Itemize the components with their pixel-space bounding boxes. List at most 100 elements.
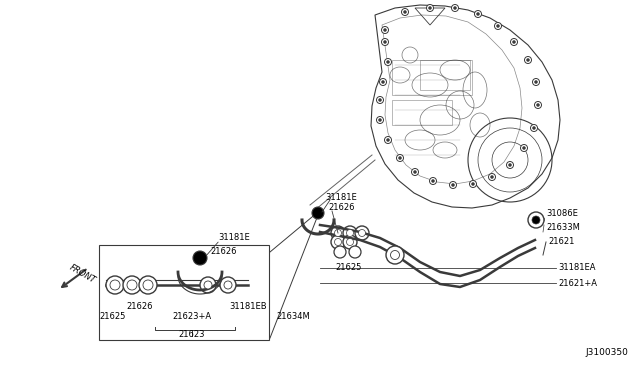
Circle shape [534, 80, 538, 83]
Text: 21623+A: 21623+A [172, 312, 212, 321]
Circle shape [449, 182, 456, 189]
Circle shape [497, 25, 499, 28]
Text: 21626: 21626 [328, 203, 355, 212]
Circle shape [390, 250, 399, 260]
Circle shape [385, 137, 392, 144]
Circle shape [403, 10, 406, 13]
Circle shape [331, 235, 345, 249]
Circle shape [488, 173, 495, 180]
Text: 21625: 21625 [100, 312, 126, 321]
Text: 21621+A: 21621+A [558, 279, 597, 288]
Circle shape [139, 276, 157, 294]
Circle shape [193, 251, 207, 265]
Text: 21633M: 21633M [546, 224, 580, 232]
Circle shape [220, 277, 236, 293]
Circle shape [386, 246, 404, 264]
Circle shape [490, 176, 493, 179]
Circle shape [387, 61, 390, 64]
Circle shape [381, 80, 385, 83]
Circle shape [532, 126, 536, 129]
Text: 31181EB: 31181EB [229, 302, 267, 311]
Circle shape [204, 281, 212, 289]
Circle shape [331, 226, 345, 240]
Circle shape [429, 177, 436, 185]
Bar [99, 245, 269, 340]
Circle shape [380, 78, 387, 86]
Circle shape [536, 103, 540, 106]
Circle shape [527, 58, 529, 61]
Circle shape [525, 57, 531, 64]
Circle shape [429, 6, 431, 10]
Text: 21634M: 21634M [276, 312, 310, 321]
Text: FRONT: FRONT [67, 263, 97, 285]
Circle shape [346, 230, 353, 237]
Circle shape [376, 116, 383, 124]
Bar [392, 100, 452, 125]
Circle shape [376, 96, 383, 103]
Circle shape [412, 169, 419, 176]
Text: 21625: 21625 [335, 263, 362, 273]
Text: J3100350: J3100350 [585, 348, 628, 357]
Circle shape [385, 58, 392, 65]
Circle shape [358, 230, 365, 237]
Circle shape [528, 212, 544, 228]
Circle shape [431, 180, 435, 183]
Circle shape [397, 154, 403, 161]
Circle shape [506, 161, 513, 169]
Text: 31181E: 31181E [325, 192, 356, 202]
Circle shape [224, 281, 232, 289]
Circle shape [343, 226, 357, 240]
Circle shape [312, 207, 324, 219]
Circle shape [381, 26, 388, 33]
Circle shape [383, 29, 387, 32]
Circle shape [200, 277, 216, 293]
Circle shape [123, 276, 141, 294]
Circle shape [387, 138, 390, 141]
Circle shape [334, 246, 346, 258]
Circle shape [522, 147, 525, 150]
Circle shape [110, 280, 120, 290]
Circle shape [413, 170, 417, 173]
Circle shape [401, 9, 408, 16]
Bar [392, 60, 472, 95]
Bar [420, 60, 470, 90]
Circle shape [378, 99, 381, 102]
Text: 21626: 21626 [127, 302, 153, 311]
Circle shape [511, 38, 518, 45]
Circle shape [349, 246, 361, 258]
Circle shape [534, 102, 541, 109]
Circle shape [383, 41, 387, 44]
Text: 31181E: 31181E [218, 234, 250, 243]
Text: 21626: 21626 [210, 247, 237, 257]
Circle shape [426, 4, 433, 12]
Circle shape [399, 157, 401, 160]
Circle shape [454, 6, 456, 10]
Text: 21621: 21621 [548, 237, 574, 247]
Circle shape [520, 144, 527, 151]
Circle shape [532, 78, 540, 86]
Circle shape [355, 226, 369, 240]
Text: 31086E: 31086E [546, 209, 578, 218]
Circle shape [477, 13, 479, 16]
Circle shape [381, 38, 388, 45]
Circle shape [378, 119, 381, 122]
Circle shape [335, 230, 342, 237]
Circle shape [143, 280, 153, 290]
Circle shape [513, 41, 515, 44]
Circle shape [474, 10, 481, 17]
Circle shape [451, 183, 454, 186]
Circle shape [343, 235, 357, 249]
Circle shape [495, 22, 502, 29]
Circle shape [106, 276, 124, 294]
Circle shape [531, 125, 538, 131]
Text: 21623: 21623 [179, 330, 205, 339]
Circle shape [470, 180, 477, 187]
Circle shape [532, 216, 540, 224]
Circle shape [127, 280, 137, 290]
Circle shape [335, 238, 342, 246]
Circle shape [451, 4, 458, 12]
Circle shape [509, 164, 511, 167]
Circle shape [346, 238, 353, 246]
Text: 31181EA: 31181EA [558, 263, 595, 273]
Circle shape [472, 183, 474, 186]
